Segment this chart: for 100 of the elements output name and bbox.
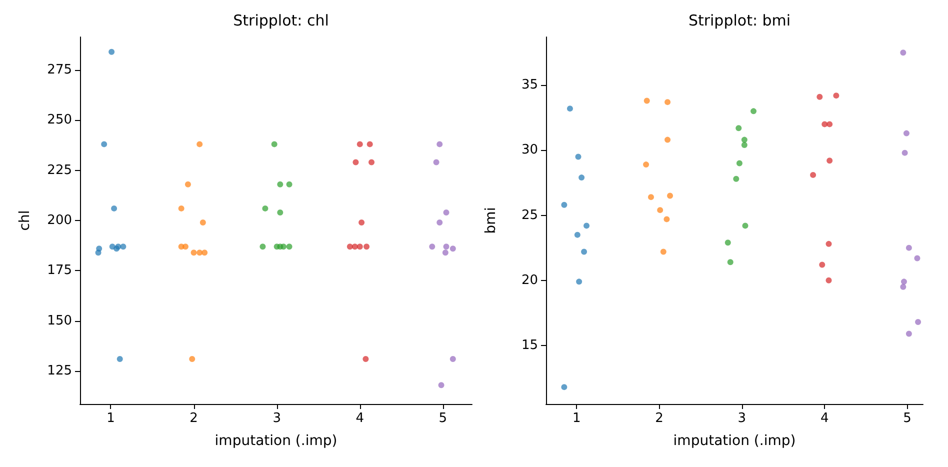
point: [442, 250, 448, 256]
point: [648, 194, 654, 200]
point: [733, 176, 740, 182]
x-axis-title: imputation (.imp): [673, 433, 796, 449]
point: [277, 181, 284, 188]
point: [906, 244, 912, 251]
y-tick-label: 250: [47, 112, 72, 128]
y-tick-label: 15: [521, 338, 538, 353]
point: [736, 125, 742, 132]
x-axis-title: imputation (.imp): [214, 433, 338, 449]
point: [200, 220, 206, 226]
point: [286, 181, 292, 188]
point: [438, 382, 444, 388]
point: [443, 209, 450, 216]
point: [657, 207, 664, 214]
x-tick-label: 3: [272, 411, 281, 426]
point: [433, 159, 440, 166]
point: [822, 121, 828, 128]
point: [356, 244, 363, 250]
point: [578, 174, 585, 181]
point: [262, 205, 268, 212]
y-axis-title: chl: [17, 210, 33, 231]
point: [900, 50, 906, 56]
point: [364, 244, 370, 250]
y-tick-label: 225: [47, 162, 72, 178]
x-tick-label: 4: [356, 411, 364, 426]
point: [810, 172, 816, 178]
point: [280, 244, 286, 250]
point: [915, 319, 922, 326]
chart-title: Stripplot: bmi: [688, 12, 791, 30]
point: [450, 246, 456, 252]
y-tick-label: 275: [47, 62, 72, 78]
y-axis-title: bmi: [483, 207, 499, 234]
point: [581, 248, 588, 255]
point: [566, 106, 573, 112]
point: [286, 244, 292, 250]
point: [450, 356, 456, 362]
point: [826, 240, 832, 247]
point: [826, 277, 832, 284]
point: [182, 244, 188, 250]
x-tick-label: 5: [903, 411, 912, 426]
point: [108, 48, 115, 55]
point: [116, 356, 123, 362]
point: [660, 248, 666, 255]
point: [184, 181, 191, 188]
point: [736, 160, 742, 166]
x-tick-label: 2: [655, 411, 664, 426]
y-tick-label: 175: [47, 263, 72, 278]
point: [900, 278, 907, 285]
point: [576, 278, 582, 285]
point: [561, 384, 568, 390]
point: [903, 130, 910, 136]
point: [368, 159, 375, 166]
y-tick-label: 125: [47, 364, 72, 379]
point: [111, 205, 118, 212]
x-tick-label: 3: [738, 411, 746, 426]
point: [346, 244, 353, 250]
point: [271, 141, 278, 148]
point: [574, 232, 580, 238]
point: [664, 216, 670, 222]
point: [436, 141, 443, 148]
point: [816, 94, 823, 100]
point: [352, 244, 358, 250]
point: [189, 356, 196, 362]
point: [644, 98, 650, 104]
x-tick-label: 2: [190, 411, 198, 426]
point: [906, 330, 912, 337]
point: [750, 108, 757, 114]
point: [902, 150, 908, 156]
point: [727, 259, 734, 266]
point: [742, 222, 748, 229]
point: [190, 250, 197, 256]
point: [366, 141, 373, 148]
point: [575, 154, 582, 160]
point: [664, 99, 671, 106]
point: [196, 141, 203, 148]
x-tick-label: 1: [572, 411, 581, 426]
point: [819, 262, 826, 268]
x-tick-label: 1: [106, 411, 115, 426]
point: [178, 205, 184, 212]
y-tick-label: 30: [521, 142, 538, 158]
point: [443, 244, 450, 250]
point: [101, 141, 108, 148]
point: [277, 209, 284, 216]
x-tick-label: 5: [438, 411, 448, 426]
point: [584, 222, 590, 229]
chart-title: Stripplot: chl: [233, 12, 329, 30]
point: [202, 250, 208, 256]
point: [643, 162, 650, 168]
point: [667, 192, 674, 199]
point: [196, 250, 203, 256]
point: [356, 141, 363, 148]
point: [120, 244, 126, 250]
point: [561, 202, 568, 208]
point: [429, 244, 436, 250]
point: [352, 159, 359, 166]
y-tick-label: 35: [521, 78, 538, 93]
point: [741, 136, 748, 143]
point: [664, 136, 671, 143]
point: [358, 220, 365, 226]
